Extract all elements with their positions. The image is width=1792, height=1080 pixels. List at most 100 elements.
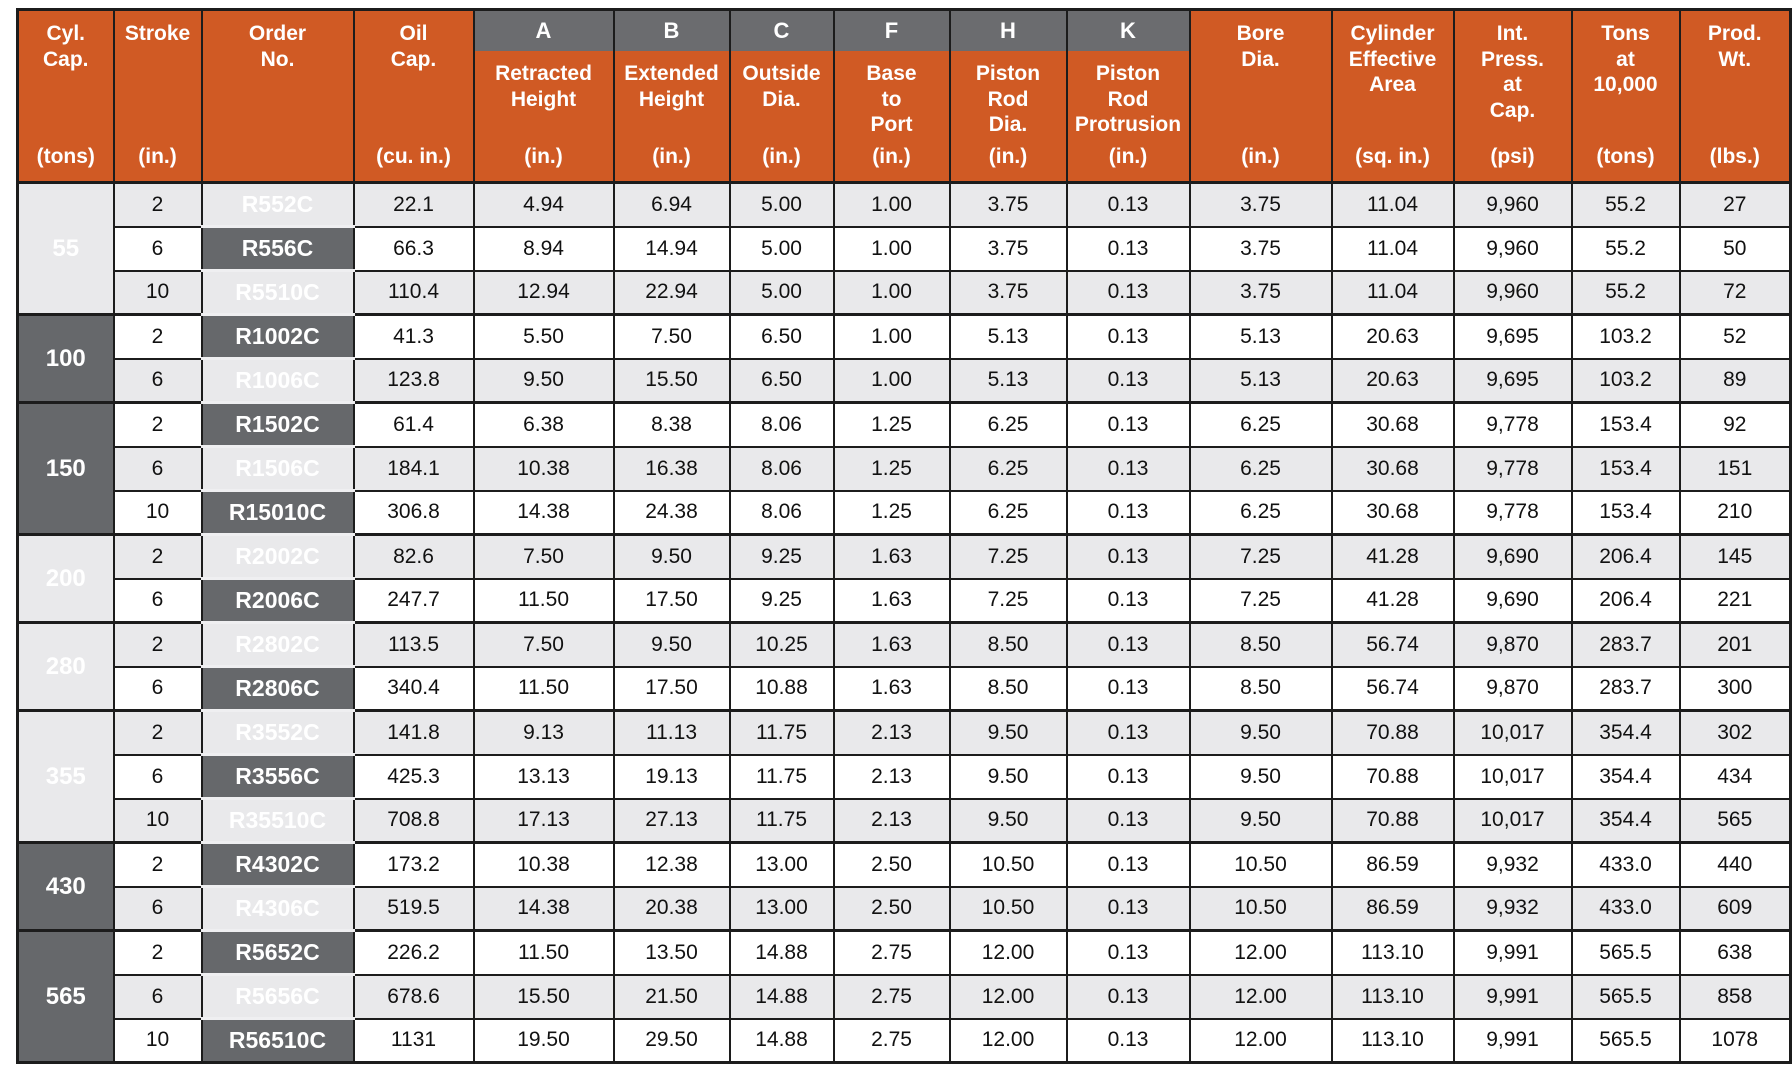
data-cell: 113.10	[1330, 973, 1455, 1020]
header-row: Cyl. Cap. (tons) Stroke (in.) Order No. Oil C…	[16, 8, 1792, 184]
data-cell: 56.74	[1330, 665, 1455, 712]
data-cell: 9,991	[1452, 973, 1573, 1020]
data-cell: 61.4	[352, 401, 475, 448]
data-cell: 27.13	[612, 797, 731, 844]
column-header-prod-wt: Prod. Wt. (lbs.)	[1678, 8, 1792, 184]
table-row: 200 2 R2002C 82.6 7.50 9.50 9.25 1.63 7.25 0.13 7.…	[16, 533, 1792, 624]
order-no-cell: R3552C	[200, 709, 355, 756]
data-cell: 6.50	[728, 313, 835, 360]
data-cell: 12.00	[948, 1017, 1068, 1064]
data-cell: 8.94	[472, 225, 615, 272]
data-cell: 123.8	[352, 357, 475, 404]
column-letter-b-extended-height: B	[614, 11, 729, 51]
data-cell: 0.13	[1065, 973, 1191, 1020]
stroke-cell: 6	[112, 753, 203, 800]
stroke-cell: 6	[112, 577, 203, 624]
data-cell: 10.88	[728, 665, 835, 712]
data-cell: 12.00	[1188, 1017, 1333, 1064]
data-cell: 24.38	[612, 489, 731, 536]
data-cell: 0.13	[1065, 665, 1191, 712]
column-unit: (in.)	[872, 145, 911, 168]
data-cell: 2.75	[832, 973, 951, 1020]
order-no-cell: R552C	[200, 181, 355, 228]
data-cell: 12.00	[1188, 973, 1333, 1020]
data-cell: 6.25	[1188, 489, 1333, 536]
data-cell: 13.50	[612, 929, 731, 976]
data-cell: 103.2	[1570, 313, 1681, 360]
data-cell: 9,695	[1452, 357, 1573, 404]
table-row: 10 R56510C 1131 19.50 29.50 14.88 2.75 12.00 0.1…	[18, 1017, 1792, 1064]
data-cell: 9,690	[1452, 533, 1573, 580]
data-cell: 17.50	[612, 577, 731, 624]
column-label: Tons at 10,000	[1593, 22, 1658, 97]
data-cell: 565.5	[1570, 929, 1681, 976]
spec-table: Cyl. Cap. (tons) Stroke (in.) Order No. Oil C…	[16, 8, 1792, 1064]
table-row: 6 R4306C 519.5 14.38 20.38 13.00 2.50 10.50 0.13…	[18, 885, 1792, 932]
data-cell: 2.13	[832, 797, 951, 844]
data-cell: 55.2	[1570, 181, 1681, 228]
data-cell: 354.4	[1570, 753, 1681, 800]
data-cell: 3.75	[948, 181, 1068, 228]
data-cell: 70.88	[1330, 753, 1455, 800]
data-cell: 2.75	[832, 1017, 951, 1064]
group-capacity-cell: 150	[16, 401, 115, 536]
data-cell: 70.88	[1330, 797, 1455, 844]
data-cell: 7.25	[1188, 577, 1333, 624]
column-header-f-base-to-port: F Base to Port (in.)	[832, 8, 951, 184]
data-cell: 0.13	[1065, 401, 1191, 448]
data-cell: 1.25	[832, 401, 951, 448]
data-cell: 9.25	[728, 533, 835, 580]
data-cell: 50	[1678, 225, 1792, 272]
data-cell: 2.50	[832, 885, 951, 932]
stroke-cell: 10	[112, 1017, 203, 1064]
data-cell: 153.4	[1570, 489, 1681, 536]
column-unit	[203, 168, 353, 181]
column-unit: (psi)	[1490, 145, 1535, 168]
data-cell: 306.8	[352, 489, 475, 536]
table-row: 6 R5656C 678.6 15.50 21.50 14.88 2.75 12.00 0.13…	[18, 973, 1792, 1020]
data-cell: 3.75	[948, 225, 1068, 272]
order-no-cell: R1506C	[200, 445, 355, 492]
stroke-cell: 2	[112, 841, 203, 888]
data-cell: 8.50	[1188, 665, 1333, 712]
data-cell: 17.50	[612, 665, 731, 712]
data-cell: 9,991	[1452, 929, 1573, 976]
data-cell: 5.13	[948, 313, 1068, 360]
column-label: Prod. Wt.	[1707, 22, 1762, 71]
data-cell: 0.13	[1065, 753, 1191, 800]
data-cell: 52	[1678, 313, 1792, 360]
spec-table-container: Cyl. Cap. (tons) Stroke (in.) Order No. Oil C…	[16, 8, 1792, 1064]
data-cell: 9,960	[1452, 269, 1573, 316]
data-cell: 9,960	[1452, 181, 1573, 228]
order-no-cell: R556C	[200, 225, 355, 272]
data-cell: 66.3	[352, 225, 475, 272]
data-cell: 1078	[1678, 1017, 1792, 1064]
data-cell: 2.13	[832, 709, 951, 756]
data-cell: 7.25	[948, 577, 1068, 624]
data-cell: 10.38	[472, 841, 615, 888]
data-cell: 9.50	[948, 753, 1068, 800]
table-row: 430 2 R4302C 173.2 10.38 12.38 13.00 2.50 10.50 0…	[16, 841, 1792, 932]
table-row: 565 2 R5652C 226.2 11.50 13.50 14.88 2.75 12.00 0…	[16, 929, 1792, 1064]
data-cell: 1131	[352, 1017, 475, 1064]
data-cell: 7.25	[948, 533, 1068, 580]
data-cell: 103.2	[1570, 357, 1681, 404]
stroke-cell: 6	[112, 225, 203, 272]
data-cell: 11.13	[612, 709, 731, 756]
group-capacity-cell: 430	[16, 841, 115, 932]
column-unit: (in.)	[762, 145, 801, 168]
stroke-cell: 2	[112, 621, 203, 668]
column-header-c-outside-dia: C Outside Dia. (in.)	[728, 8, 835, 184]
column-header-bore-dia: Bore Dia. (in.)	[1188, 8, 1333, 184]
data-cell: 8.50	[948, 665, 1068, 712]
data-cell: 92	[1678, 401, 1792, 448]
order-no-cell: R2006C	[200, 577, 355, 624]
order-no-cell: R5656C	[200, 973, 355, 1020]
data-cell: 86.59	[1330, 841, 1455, 888]
data-cell: 19.50	[472, 1017, 615, 1064]
data-cell: 20.63	[1330, 313, 1455, 360]
column-header-order-no: Order No.	[200, 8, 355, 184]
table-row: 150 2 R1502C 61.4 6.38 8.38 8.06 1.25 6.25 0.13 6.…	[16, 401, 1792, 536]
data-cell: 5.13	[1188, 357, 1333, 404]
stroke-cell: 6	[112, 357, 203, 404]
